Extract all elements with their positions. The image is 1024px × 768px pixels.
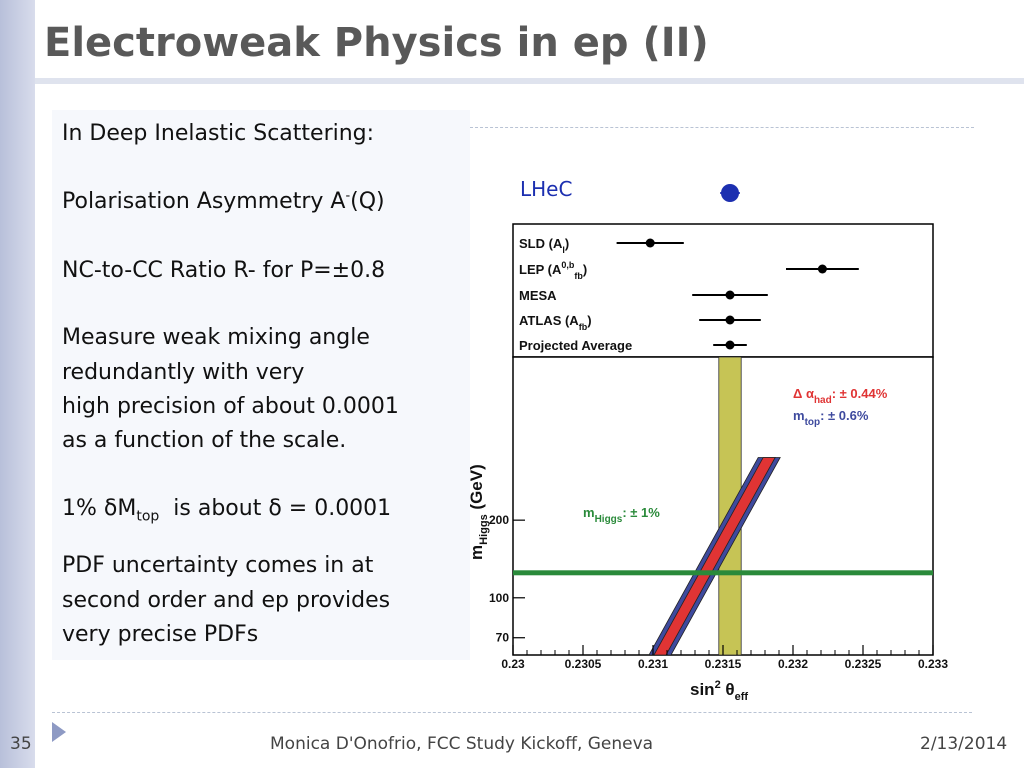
footer-divider — [52, 712, 972, 713]
text-line-second-order: second order and ep provides — [62, 588, 391, 613]
y-tick-label: 200 — [489, 513, 509, 527]
text-line-redundantly: redundantly with very — [62, 360, 305, 385]
divider-dashed — [470, 127, 974, 128]
text-line-asymmetry: Polarisation Asymmetry A-(Q) — [62, 189, 385, 215]
text-panel — [52, 110, 470, 660]
x-tick-label: 0.2315 — [705, 657, 742, 671]
asymmetry-sup: - — [345, 188, 351, 204]
x-axis-label: sin2 θeff — [690, 679, 748, 703]
left-accent-bar — [0, 0, 35, 768]
slide-title: Electroweak Physics in ep (II) — [44, 20, 709, 66]
asymmetry-text: Polarisation Asymmetry A — [62, 189, 346, 214]
measurement-label: ATLAS (Afb) — [519, 313, 592, 332]
measurement-point — [725, 290, 735, 300]
slide-number: 35 — [10, 734, 32, 754]
text-line-precision: high precision of about 0.0001 — [62, 394, 399, 419]
lhec-label: LHeC — [520, 177, 573, 201]
text-line-precise-pdfs: very precise PDFs — [62, 622, 259, 647]
title-underline — [35, 78, 1024, 84]
x-tick-label: 0.2305 — [565, 657, 602, 671]
text-line-scale: as a function of the scale. — [62, 428, 347, 453]
alpha-had-annotation: Δ αhad: ± 0.44% — [793, 386, 888, 406]
mtop-text: 1% δM — [62, 496, 137, 521]
alpha-had-uncertainty-band — [653, 457, 776, 655]
x-tick-label: 0.2325 — [845, 657, 882, 671]
text-line-mtop: 1% δMtop is about δ = 0.0001 — [62, 496, 392, 525]
measurement-label: LEP (A0,bfb) — [519, 260, 587, 281]
y-tick-label: 70 — [496, 631, 510, 645]
y-axis-label: mHiggs (GeV) — [467, 464, 490, 560]
measurement-label: Projected Average — [519, 338, 632, 353]
measurement-point — [645, 238, 655, 248]
y-tick-label: 100 — [489, 591, 509, 605]
lower-panel-group — [513, 357, 933, 655]
mtop-annotation: mtop: ± 0.6% — [793, 408, 869, 428]
measurements-frame — [512, 223, 934, 358]
text-line-dis: In Deep Inelastic Scattering: — [62, 121, 375, 146]
footer-date: 2/13/2014 — [920, 734, 1008, 754]
measurement-point — [725, 315, 735, 325]
x-tick-label: 0.232 — [778, 657, 808, 671]
mtop-rest: is about δ = 0.0001 — [159, 496, 392, 521]
play-icon — [52, 722, 66, 742]
x-tick-label: 0.231 — [638, 657, 668, 671]
measurement-point — [817, 264, 827, 274]
x-tick-label: 0.23 — [501, 657, 525, 671]
measurement-point — [725, 340, 735, 350]
lhec-point — [721, 184, 739, 202]
asymmetry-q: (Q) — [350, 189, 385, 214]
measurement-label: MESA — [519, 288, 557, 303]
text-line-measure: Measure weak mixing angle — [62, 325, 370, 350]
measurement-label: SLD (Al) — [519, 236, 569, 255]
text-line-ratio: NC-to-CC Ratio R- for P=±0.8 — [62, 258, 386, 283]
x-tick-label: 0.233 — [918, 657, 948, 671]
mtop-sub: top — [136, 508, 160, 525]
higgs-mass-line — [513, 570, 933, 576]
footer-center: Monica D'Onofrio, FCC Study Kickoff, Gen… — [270, 734, 654, 754]
text-line-pdf: PDF uncertainty comes in at — [62, 553, 374, 578]
higgs-annotation: mHiggs: ± 1% — [583, 505, 660, 525]
